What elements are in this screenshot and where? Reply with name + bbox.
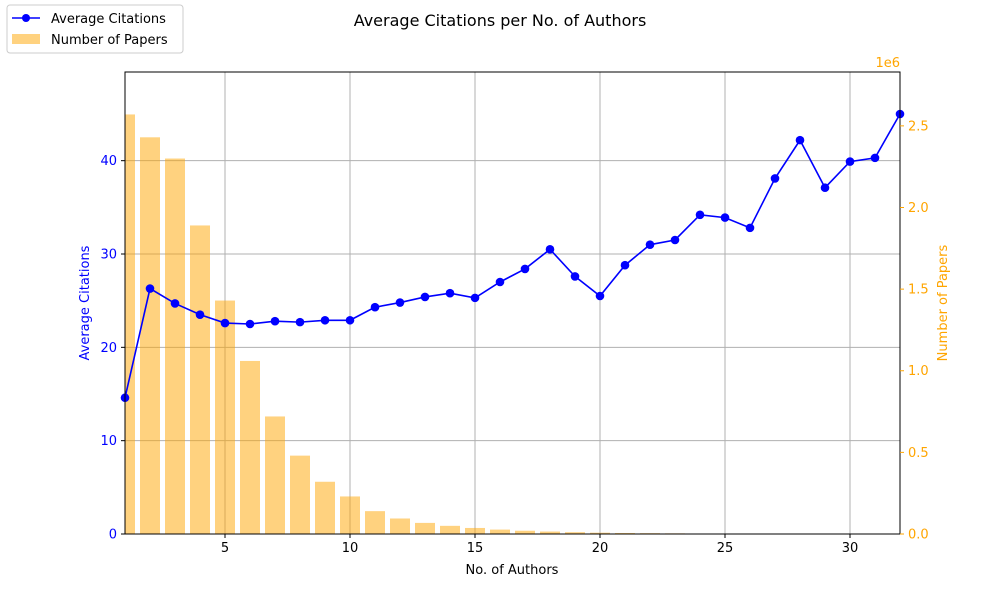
y-left-tick-label-40: 40 xyxy=(100,154,117,169)
legend-box xyxy=(6,4,184,54)
bar-2 xyxy=(140,137,160,534)
line-average-citations xyxy=(120,109,905,403)
y-left-tick-label-0: 0 xyxy=(109,528,117,543)
point-10 xyxy=(345,315,355,325)
y-axis-left: 0 10 20 30 40 xyxy=(100,154,125,543)
point-20 xyxy=(595,291,605,301)
chart-title: Average Citations per No. of Authors xyxy=(354,11,647,30)
legend-bar-swatch xyxy=(12,34,40,44)
bar-16 xyxy=(490,529,510,534)
point-8 xyxy=(295,317,305,327)
y-axis-right: 0.0 0.5 1.0 1.5 2.0 2.5 xyxy=(900,119,929,543)
point-12 xyxy=(395,298,405,307)
y-left-tick-label-30: 30 xyxy=(100,248,117,263)
point-7 xyxy=(270,316,280,326)
bar-5 xyxy=(215,300,235,534)
y-right-tick-label-1.5: 1.5 xyxy=(908,283,929,298)
x-tick-label-5: 5 xyxy=(221,541,229,556)
legend-marker-swatch xyxy=(22,14,30,22)
bar-4 xyxy=(190,225,210,535)
point-22 xyxy=(645,240,655,249)
point-31 xyxy=(870,153,880,163)
y-right-tick-label-2.5: 2.5 xyxy=(908,119,929,134)
bar-3 xyxy=(165,158,185,535)
y-right-tick-label-0.0: 0.0 xyxy=(908,528,929,543)
point-24 xyxy=(695,210,705,220)
point-14 xyxy=(445,288,455,298)
x-tick-label-25: 25 xyxy=(717,541,734,556)
y-left-tick-label-10: 10 xyxy=(100,434,117,449)
point-28 xyxy=(795,135,805,145)
point-29 xyxy=(820,183,830,193)
y-axis-left-title: Average Citations xyxy=(78,245,93,360)
point-3 xyxy=(170,299,180,308)
bar-8 xyxy=(290,455,310,534)
y-axis-right-offset: 1e6 xyxy=(875,56,900,71)
bar-11 xyxy=(365,511,385,534)
y-right-tick-label-2.0: 2.0 xyxy=(908,201,929,216)
legend-label-number-of-papers: Number of Papers xyxy=(51,33,168,48)
bar-9 xyxy=(315,481,335,534)
point-9 xyxy=(320,315,330,325)
point-16 xyxy=(495,277,505,287)
bar-7 xyxy=(265,416,285,534)
point-21 xyxy=(620,260,630,270)
bar-14 xyxy=(440,525,460,534)
point-11 xyxy=(370,302,380,312)
bar-15 xyxy=(465,527,485,534)
legend-label-average-citations: Average Citations xyxy=(51,12,166,27)
y-left-tick-label-20: 20 xyxy=(100,341,117,356)
point-17 xyxy=(520,264,530,274)
y-right-tick-label-1.0: 1.0 xyxy=(908,364,929,379)
bars-number-of-papers xyxy=(125,114,900,535)
point-6 xyxy=(245,319,255,329)
point-4 xyxy=(195,310,205,319)
x-axis-title: No. of Authors xyxy=(466,563,559,578)
x-axis: 5 10 15 20 25 30 xyxy=(221,534,858,556)
point-27 xyxy=(770,174,780,183)
bar-13 xyxy=(415,522,435,534)
point-5 xyxy=(220,318,230,328)
x-tick-label-10: 10 xyxy=(342,541,359,556)
plot-frame xyxy=(124,71,901,535)
point-2 xyxy=(145,284,155,293)
bar-18 xyxy=(540,531,560,534)
x-tick-label-15: 15 xyxy=(467,541,484,556)
point-15 xyxy=(470,293,480,303)
bar-19 xyxy=(565,532,585,534)
point-30 xyxy=(845,157,855,166)
bar-1 xyxy=(125,114,135,535)
bar-12 xyxy=(390,518,410,534)
point-25 xyxy=(720,213,730,222)
x-tick-label-20: 20 xyxy=(592,541,609,556)
point-23 xyxy=(670,235,680,245)
point-19 xyxy=(570,272,580,281)
y-right-tick-label-0.5: 0.5 xyxy=(908,446,929,461)
x-tick-label-30: 30 xyxy=(842,541,859,556)
y-axis-right-title: Number of Papers xyxy=(936,244,951,361)
legend: Average Citations Number of Papers xyxy=(6,4,184,54)
point-13 xyxy=(420,292,430,302)
bar-6 xyxy=(240,360,260,534)
bar-10 xyxy=(340,496,360,534)
point-26 xyxy=(745,223,755,233)
bar-17 xyxy=(515,530,535,534)
point-18 xyxy=(545,245,555,254)
grid xyxy=(125,72,900,534)
bar-20 xyxy=(590,532,610,534)
